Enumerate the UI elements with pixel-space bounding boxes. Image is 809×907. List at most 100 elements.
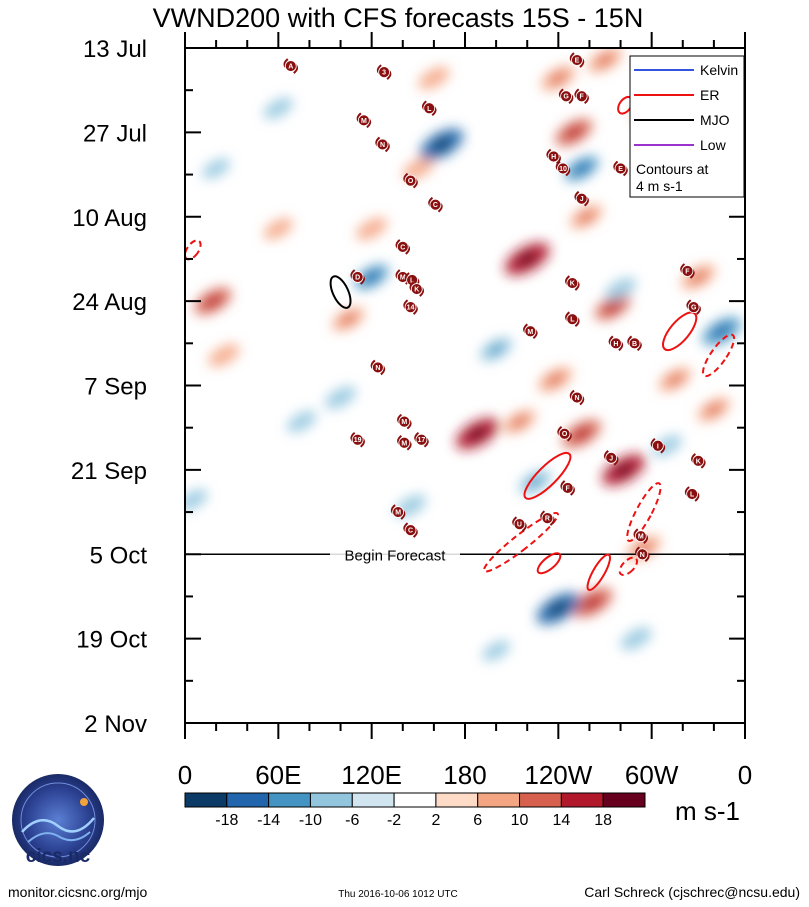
storm-center [378,66,391,79]
storm-center [547,150,560,163]
legend-label: Low [700,137,727,153]
storm-id: M [638,534,644,541]
er-contour [662,311,698,352]
colorbar-label: -2 [387,812,401,829]
storm-marker: G [686,299,701,315]
storm-center [558,427,571,440]
colorbar-label: -18 [215,812,238,829]
y-tick-label: 24 Aug [72,289,147,316]
x-tick-label: 120W [524,760,592,790]
storm-id: 3 [382,70,386,77]
units-label: m s-1 [675,796,740,826]
storm-center [634,530,647,543]
anomaly-blob-core [527,476,543,488]
storm-marker: E [613,160,628,177]
storm-id: 10 [559,166,567,173]
storm-id: F [580,94,585,101]
storm-id: H [613,341,618,348]
colorbar-swatch [435,792,479,808]
storm-marker: C [395,239,411,255]
storm-marker: L [404,272,420,288]
er-contour [523,451,572,500]
storm-marker: O [403,172,418,189]
anomaly-blob [482,640,510,661]
storm-center [609,337,622,350]
storm-center [686,488,699,500]
colorbar-label: -14 [257,812,280,829]
anomaly-blob-core [583,595,602,610]
er-contour [618,556,638,576]
er-contour [536,552,562,575]
legend-label: ER [700,87,719,103]
colorbar-swatch [602,792,646,808]
storm-id: F [685,268,690,275]
storm-id: H [551,154,556,161]
er-contour [586,553,611,592]
storm-id: A [288,64,293,71]
storm-marker: A [283,58,299,74]
er-contour [626,482,662,543]
storm-marker: M [523,323,538,340]
anomaly-blob [325,386,357,409]
storm-center [692,454,705,467]
anomaly-blob-core [613,462,634,478]
storm-marker: I [650,438,666,454]
anomaly-blob [202,158,230,179]
storm-center [524,325,537,338]
storm-center [560,90,573,103]
storm-center [575,90,588,103]
storm-id: L [570,317,575,324]
footer-left[interactable]: monitor.cicsnc.org/mjo [8,884,147,900]
colorbar-swatch [393,792,437,808]
storm-center [351,433,364,446]
storm-marker: D [350,269,365,285]
storm-marker: K [691,453,706,469]
storm-marker: M [633,528,649,544]
storm-id: 19 [354,437,362,444]
storm-marker: M [397,434,412,451]
colorbar-label: 18 [594,812,612,829]
anomaly-blob [263,218,294,240]
storm-marker: N [370,359,386,376]
anomaly-blob-core [488,343,504,355]
storm-id: N [640,552,645,559]
footer-right: Carl Schreck (cjschrec@ncsu.edu) [584,884,800,900]
storm-marker: 10 [555,160,571,177]
storm-center [557,162,569,175]
storm-marker: K [565,275,580,291]
storm-center [636,548,649,561]
storm-center [371,361,384,374]
storm-marker: L [565,311,580,327]
colorbar-swatch [226,792,270,808]
storm-id: I [657,443,659,450]
storm-center [628,337,641,350]
storm-id: U [517,522,522,529]
storm-id: M [400,275,406,282]
y-tick-label: 27 Jul [83,120,147,147]
storm-id: L [410,278,415,285]
storm-center [423,102,436,115]
storm-id: M [527,329,533,336]
anomaly-blob [605,277,637,301]
anomaly-blob-core [467,426,488,441]
y-tick-label: 10 Aug [72,205,147,232]
wind-anomaly-field [185,48,742,661]
legend-item-kelvin: Kelvin [634,62,738,78]
anomaly-blob-core [667,374,683,385]
anomaly-blob-core [572,427,591,441]
legend-label: MJO [700,112,730,128]
anomaly-blob-core [578,211,594,223]
storm-id: F [566,485,571,492]
anomaly-blob-core [604,301,621,314]
footer-center: Thu 2016-10-06 1012 UTC [338,889,458,900]
storm-id: B [632,341,637,348]
chart-title: VWND200 with CFS forecasts 15S - 15N [153,3,644,33]
storm-marker: J [603,450,619,466]
anomaly-blob-core [512,416,527,428]
storm-marker: E [569,52,585,68]
x-tick-label: 120E [341,760,402,790]
cicsnc-logo: cics.nc [12,774,104,867]
storm-id: K [696,458,701,465]
storm-marker: F [574,88,589,104]
logo-circle [12,774,104,866]
